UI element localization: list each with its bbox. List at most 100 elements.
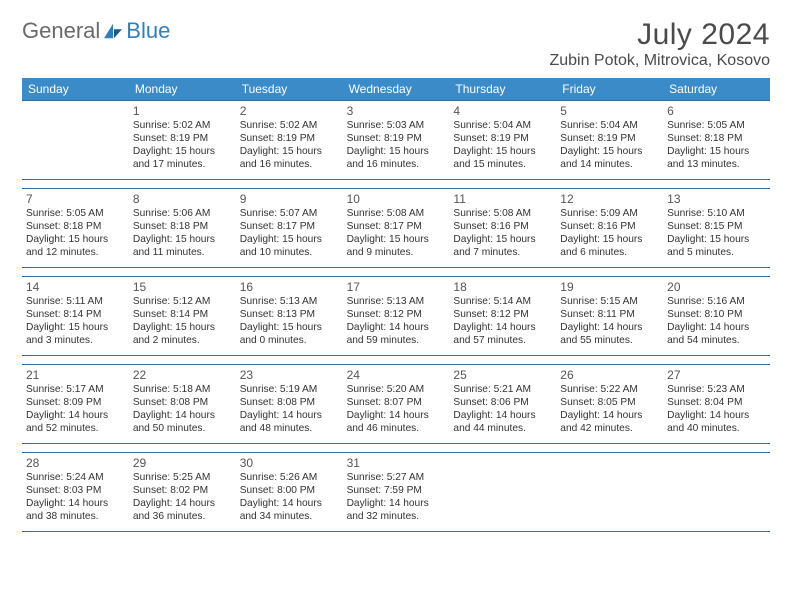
daylight-line: Daylight: 15 hours and 11 minutes.: [133, 233, 232, 259]
daylight-line: Daylight: 14 hours and 46 minutes.: [347, 409, 446, 435]
day-cell: 12Sunrise: 5:09 AMSunset: 8:16 PMDayligh…: [556, 189, 663, 267]
sunrise-line: Sunrise: 5:02 AM: [133, 119, 232, 132]
sunrise-line: Sunrise: 5:05 AM: [667, 119, 766, 132]
day-cell: 25Sunrise: 5:21 AMSunset: 8:06 PMDayligh…: [449, 365, 556, 443]
day-number: 16: [240, 280, 339, 294]
sunset-line: Sunset: 8:15 PM: [667, 220, 766, 233]
day-cell: 27Sunrise: 5:23 AMSunset: 8:04 PMDayligh…: [663, 365, 770, 443]
weekday-header: Wednesday: [343, 78, 450, 100]
sunrise-line: Sunrise: 5:04 AM: [560, 119, 659, 132]
sunset-line: Sunset: 8:04 PM: [667, 396, 766, 409]
day-cell: 31Sunrise: 5:27 AMSunset: 7:59 PMDayligh…: [343, 453, 450, 531]
week-row: 1Sunrise: 5:02 AMSunset: 8:19 PMDaylight…: [22, 100, 770, 180]
day-cell: 10Sunrise: 5:08 AMSunset: 8:17 PMDayligh…: [343, 189, 450, 267]
daylight-line: Daylight: 15 hours and 5 minutes.: [667, 233, 766, 259]
sunrise-line: Sunrise: 5:09 AM: [560, 207, 659, 220]
sunset-line: Sunset: 8:17 PM: [347, 220, 446, 233]
day-cell: 3Sunrise: 5:03 AMSunset: 8:19 PMDaylight…: [343, 101, 450, 179]
day-cell: 26Sunrise: 5:22 AMSunset: 8:05 PMDayligh…: [556, 365, 663, 443]
day-cell: 28Sunrise: 5:24 AMSunset: 8:03 PMDayligh…: [22, 453, 129, 531]
day-number: 13: [667, 192, 766, 206]
day-number: 27: [667, 368, 766, 382]
week-row: 7Sunrise: 5:05 AMSunset: 8:18 PMDaylight…: [22, 188, 770, 268]
calendar: SundayMondayTuesdayWednesdayThursdayFrid…: [22, 78, 770, 532]
day-number: 31: [347, 456, 446, 470]
daylight-line: Daylight: 15 hours and 15 minutes.: [453, 145, 552, 171]
sunset-line: Sunset: 8:10 PM: [667, 308, 766, 321]
day-number: 17: [347, 280, 446, 294]
week-row: 28Sunrise: 5:24 AMSunset: 8:03 PMDayligh…: [22, 452, 770, 532]
daylight-line: Daylight: 14 hours and 32 minutes.: [347, 497, 446, 523]
page-title: July 2024: [549, 18, 770, 52]
sunrise-line: Sunrise: 5:17 AM: [26, 383, 125, 396]
logo: General Blue: [22, 18, 170, 44]
sunrise-line: Sunrise: 5:21 AM: [453, 383, 552, 396]
weekday-header-row: SundayMondayTuesdayWednesdayThursdayFrid…: [22, 78, 770, 100]
day-cell: 17Sunrise: 5:13 AMSunset: 8:12 PMDayligh…: [343, 277, 450, 355]
daylight-line: Daylight: 15 hours and 2 minutes.: [133, 321, 232, 347]
sunset-line: Sunset: 8:18 PM: [133, 220, 232, 233]
weekday-header: Tuesday: [236, 78, 343, 100]
daylight-line: Daylight: 14 hours and 36 minutes.: [133, 497, 232, 523]
daylight-line: Daylight: 14 hours and 44 minutes.: [453, 409, 552, 435]
day-cell: 24Sunrise: 5:20 AMSunset: 8:07 PMDayligh…: [343, 365, 450, 443]
sunset-line: Sunset: 8:19 PM: [133, 132, 232, 145]
sunset-line: Sunset: 8:12 PM: [453, 308, 552, 321]
weekday-header: Thursday: [449, 78, 556, 100]
sunrise-line: Sunrise: 5:04 AM: [453, 119, 552, 132]
day-cell: 13Sunrise: 5:10 AMSunset: 8:15 PMDayligh…: [663, 189, 770, 267]
day-cell: 9Sunrise: 5:07 AMSunset: 8:17 PMDaylight…: [236, 189, 343, 267]
day-number: 25: [453, 368, 552, 382]
day-number: 2: [240, 104, 339, 118]
daylight-line: Daylight: 14 hours and 50 minutes.: [133, 409, 232, 435]
daylight-line: Daylight: 15 hours and 7 minutes.: [453, 233, 552, 259]
day-cell: 29Sunrise: 5:25 AMSunset: 8:02 PMDayligh…: [129, 453, 236, 531]
daylight-line: Daylight: 15 hours and 16 minutes.: [347, 145, 446, 171]
daylight-line: Daylight: 14 hours and 42 minutes.: [560, 409, 659, 435]
day-number: 20: [667, 280, 766, 294]
daylight-line: Daylight: 14 hours and 54 minutes.: [667, 321, 766, 347]
week-row: 14Sunrise: 5:11 AMSunset: 8:14 PMDayligh…: [22, 276, 770, 356]
day-cell: 19Sunrise: 5:15 AMSunset: 8:11 PMDayligh…: [556, 277, 663, 355]
title-block: July 2024 Zubin Potok, Mitrovica, Kosovo: [549, 18, 770, 70]
day-number: 18: [453, 280, 552, 294]
daylight-line: Daylight: 15 hours and 0 minutes.: [240, 321, 339, 347]
day-cell: 11Sunrise: 5:08 AMSunset: 8:16 PMDayligh…: [449, 189, 556, 267]
daylight-line: Daylight: 15 hours and 16 minutes.: [240, 145, 339, 171]
logo-text-general: General: [22, 18, 100, 44]
day-cell: 4Sunrise: 5:04 AMSunset: 8:19 PMDaylight…: [449, 101, 556, 179]
day-number: 28: [26, 456, 125, 470]
sunrise-line: Sunrise: 5:12 AM: [133, 295, 232, 308]
sunrise-line: Sunrise: 5:20 AM: [347, 383, 446, 396]
sunset-line: Sunset: 8:19 PM: [560, 132, 659, 145]
sunset-line: Sunset: 8:14 PM: [133, 308, 232, 321]
day-number: 26: [560, 368, 659, 382]
daylight-line: Daylight: 14 hours and 34 minutes.: [240, 497, 339, 523]
sunrise-line: Sunrise: 5:13 AM: [240, 295, 339, 308]
sunrise-line: Sunrise: 5:23 AM: [667, 383, 766, 396]
sunset-line: Sunset: 8:08 PM: [240, 396, 339, 409]
sunset-line: Sunset: 8:17 PM: [240, 220, 339, 233]
day-cell: [663, 453, 770, 531]
day-number: 29: [133, 456, 232, 470]
day-cell: 22Sunrise: 5:18 AMSunset: 8:08 PMDayligh…: [129, 365, 236, 443]
day-number: 11: [453, 192, 552, 206]
day-number: 15: [133, 280, 232, 294]
day-number: 4: [453, 104, 552, 118]
weekday-header: Monday: [129, 78, 236, 100]
sunset-line: Sunset: 8:06 PM: [453, 396, 552, 409]
day-cell: 15Sunrise: 5:12 AMSunset: 8:14 PMDayligh…: [129, 277, 236, 355]
day-cell: 2Sunrise: 5:02 AMSunset: 8:19 PMDaylight…: [236, 101, 343, 179]
sunrise-line: Sunrise: 5:24 AM: [26, 471, 125, 484]
weekday-header: Saturday: [663, 78, 770, 100]
sunrise-line: Sunrise: 5:07 AM: [240, 207, 339, 220]
sunset-line: Sunset: 8:02 PM: [133, 484, 232, 497]
sunset-line: Sunset: 8:09 PM: [26, 396, 125, 409]
day-cell: 16Sunrise: 5:13 AMSunset: 8:13 PMDayligh…: [236, 277, 343, 355]
sunrise-line: Sunrise: 5:02 AM: [240, 119, 339, 132]
sunrise-line: Sunrise: 5:11 AM: [26, 295, 125, 308]
day-number: 10: [347, 192, 446, 206]
day-cell: 14Sunrise: 5:11 AMSunset: 8:14 PMDayligh…: [22, 277, 129, 355]
day-number: 6: [667, 104, 766, 118]
day-cell: [449, 453, 556, 531]
